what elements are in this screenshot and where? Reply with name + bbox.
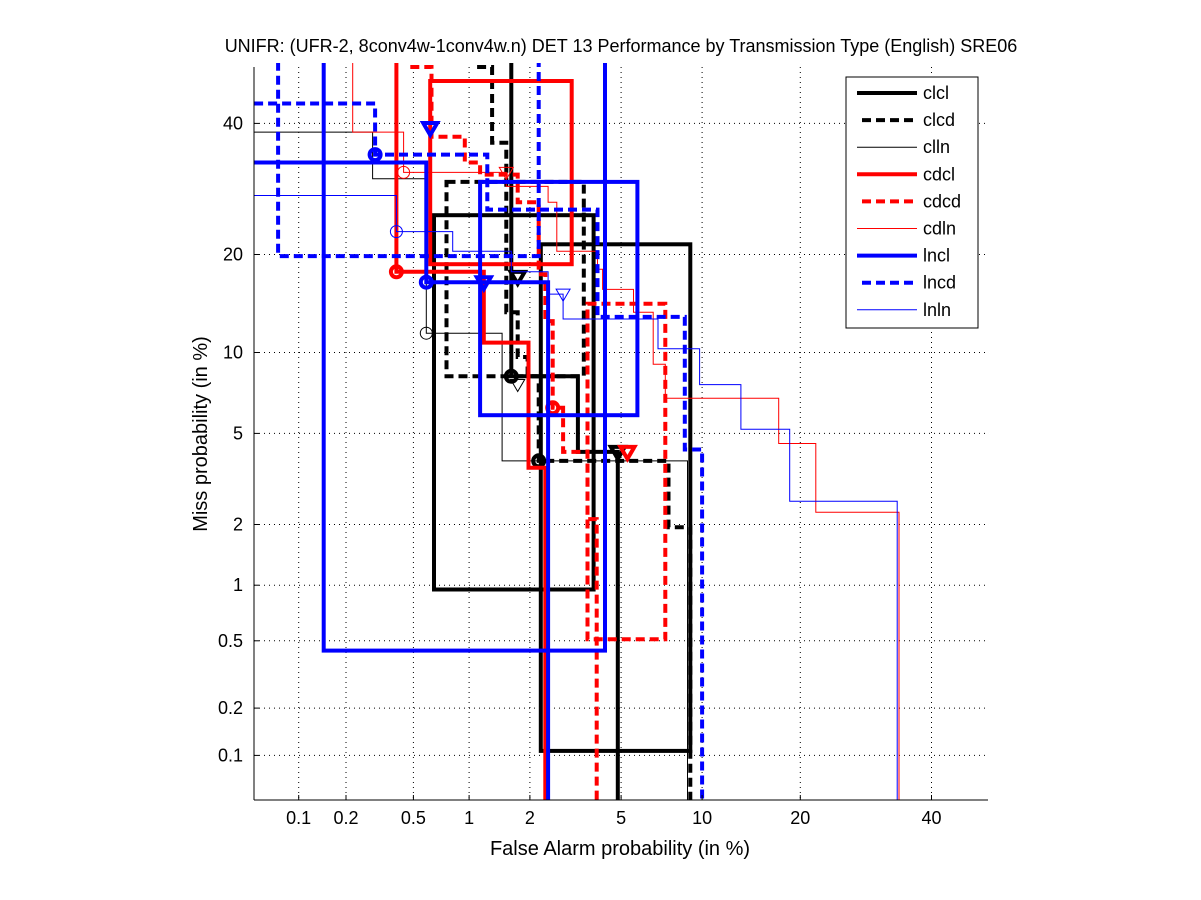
legend-entry-cdln: cdln xyxy=(857,219,956,239)
legend-label: cdln xyxy=(923,219,956,239)
marker-circle xyxy=(388,264,404,280)
y-tick-label: 40 xyxy=(223,113,243,133)
x-ticks: 0.1 0.2 0.5 1 2 5 10 20 40 xyxy=(286,795,942,828)
y-tick-label: 0.2 xyxy=(218,698,243,718)
legend-label: cdcl xyxy=(923,164,955,184)
marker-circle xyxy=(418,274,434,290)
confidence-box xyxy=(432,213,596,592)
marker-circle xyxy=(389,225,403,239)
y-tick-label: 1 xyxy=(233,575,243,595)
legend-entry-clln: clln xyxy=(857,137,950,157)
marker-triangle xyxy=(555,288,571,303)
y-tick-label: 20 xyxy=(223,245,243,265)
y-tick-label: 10 xyxy=(223,343,243,363)
legend-entry-lncl: lncl xyxy=(857,246,950,266)
marker-circle xyxy=(419,326,433,340)
confidence-box xyxy=(321,63,607,653)
legend-label: lncl xyxy=(923,246,950,266)
legend-entry-lncd: lncd xyxy=(862,273,956,293)
det-curve xyxy=(352,63,900,800)
y-tick-label: 0.1 xyxy=(218,745,243,765)
series-cdln xyxy=(352,63,900,800)
marker-triangle xyxy=(473,275,495,294)
x-tick-label: 20 xyxy=(790,808,810,828)
confidence-box xyxy=(276,63,541,259)
legend-label: clln xyxy=(923,137,950,157)
x-axis-label: False Alarm probability (in %) xyxy=(490,838,750,860)
det-curve xyxy=(410,65,599,800)
legend-label: lnln xyxy=(923,300,951,320)
det-curve xyxy=(394,63,548,800)
series-lnln xyxy=(254,195,898,800)
series-lncd xyxy=(254,63,705,800)
legend-entry-clcl: clcl xyxy=(857,83,949,103)
series-layer xyxy=(254,63,900,800)
marker-triangle xyxy=(419,121,441,140)
det-curve xyxy=(254,195,898,800)
x-tick-label: 10 xyxy=(692,808,712,828)
legend-entry-lnln: lnln xyxy=(857,300,951,320)
legend: clcl clcd clln cdcl cdcd cdln lncl lncd lnln xyxy=(845,76,979,329)
confidence-box xyxy=(444,179,586,379)
x-tick-label: 5 xyxy=(616,808,626,828)
y-tick-label: 0.5 xyxy=(218,631,243,651)
legend-entry-cdcl: cdcl xyxy=(857,164,955,184)
y-axis-label: Miss probability (in %) xyxy=(190,336,212,532)
marker-triangle xyxy=(498,166,515,181)
y-tick-label: 5 xyxy=(233,423,243,443)
legend-entry-clcd: clcd xyxy=(862,110,955,130)
confidence-box xyxy=(478,179,640,418)
legend-label: cdcd xyxy=(923,191,961,211)
x-tick-label: 0.5 xyxy=(401,808,426,828)
det-curve xyxy=(254,101,705,800)
y-ticks: 0.1 0.2 0.5 1 2 5 10 20 40 xyxy=(218,113,259,765)
legend-label: clcd xyxy=(923,110,955,130)
confidence-box xyxy=(538,242,693,753)
legend-label: clcl xyxy=(923,83,949,103)
legend-entry-cdcd: cdcd xyxy=(862,191,961,211)
marker-circle xyxy=(367,147,383,163)
x-tick-label: 1 xyxy=(464,808,474,828)
marker-triangle xyxy=(509,379,526,393)
chart-title: UNIFR: (UFR-2, 8conv4w-1conv4w.n) DET 13… xyxy=(225,36,1018,56)
marker-triangle xyxy=(607,444,629,463)
y-tick-label: 2 xyxy=(233,515,243,535)
x-tick-label: 40 xyxy=(921,808,941,828)
series-lncl xyxy=(254,63,640,800)
det-curve xyxy=(254,160,551,800)
x-tick-label: 0.2 xyxy=(333,808,358,828)
legend-label: lncd xyxy=(923,273,956,293)
x-tick-label: 2 xyxy=(525,808,535,828)
marker-circle xyxy=(397,165,411,179)
marker-triangle xyxy=(616,444,638,463)
x-tick-label: 0.1 xyxy=(286,808,311,828)
